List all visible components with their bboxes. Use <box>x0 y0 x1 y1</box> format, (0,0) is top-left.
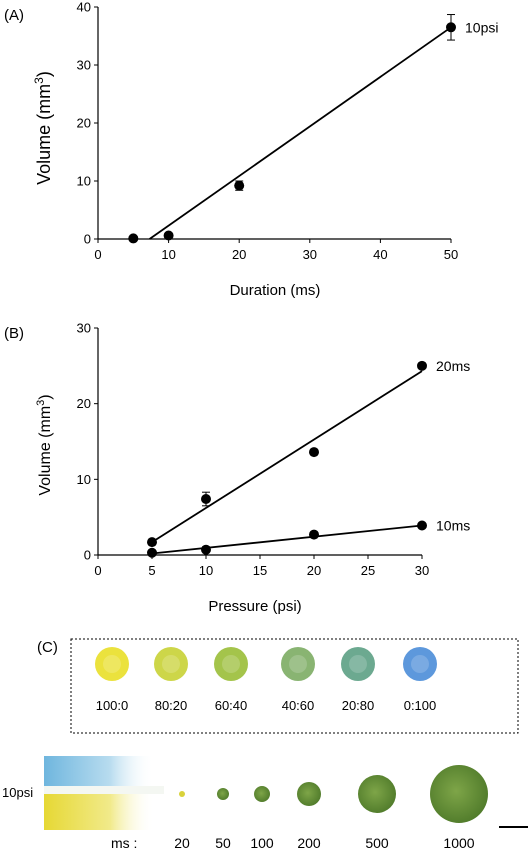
mix-droplet <box>214 647 248 681</box>
panel-a-x-label: Duration (ms) <box>230 282 321 299</box>
y-tick-label: 30 <box>77 58 91 73</box>
duration-label: 500 <box>365 835 389 851</box>
dispensed-droplet <box>297 782 321 806</box>
x-tick-label: 0 <box>94 563 101 578</box>
y-tick-label: 10 <box>77 472 91 487</box>
panel-a-label: (A) <box>4 7 24 24</box>
y-tick-label: 40 <box>77 0 91 15</box>
mix-row: 100:0 80:20 60:40 40:60 20:80 0:100 <box>95 647 437 713</box>
mix-droplet <box>341 647 375 681</box>
duration-labels: 20 50 100 200 500 1000 <box>174 835 475 851</box>
mix-frame <box>70 638 519 734</box>
series-10ms: 10ms <box>147 517 470 558</box>
mix-ratio-label: 100:0 <box>96 698 129 713</box>
x-tick-label: 10 <box>199 563 213 578</box>
dispensed-droplet <box>217 788 229 800</box>
data-point <box>163 230 174 241</box>
mix-droplet-highlight <box>162 655 180 673</box>
x-tick-label: 20 <box>232 247 246 262</box>
panel-b-label: (B) <box>4 325 24 342</box>
x-tick-label: 0 <box>94 247 101 262</box>
panel-a-y-label: Volume (mm3) <box>32 71 54 185</box>
y-tick-label: 0 <box>84 548 91 563</box>
data-point <box>417 360 427 371</box>
mix-ratio-label: 40:60 <box>282 698 315 713</box>
dispensed-droplet <box>254 786 270 802</box>
duration-label: 200 <box>297 835 321 851</box>
data-point <box>147 547 157 558</box>
mix-ratio-label: 0:100 <box>404 698 437 713</box>
x-tick-label: 10 <box>161 247 175 262</box>
x-tick-label: 20 <box>307 563 321 578</box>
panel-c: (C) 100:0 80:20 60:40 40:60 20:80 0:100 10psi… <box>2 638 528 851</box>
mix-droplet-highlight <box>411 655 429 673</box>
y-tick-label: 0 <box>84 232 91 247</box>
fit-line <box>151 370 423 543</box>
series-20ms: 20ms <box>147 358 470 548</box>
x-tick-label: 15 <box>253 563 267 578</box>
x-tick-label: 25 <box>361 563 375 578</box>
y-tick-label: 30 <box>77 321 91 336</box>
series-label: 10ms <box>436 517 470 533</box>
mix-droplet <box>95 647 129 681</box>
dispensed-droplet <box>179 791 185 797</box>
mix-droplet <box>281 647 315 681</box>
x-tick-label: 30 <box>303 247 317 262</box>
y-tick-label: 10 <box>77 174 91 189</box>
data-point <box>309 447 319 458</box>
mix-droplet <box>154 647 188 681</box>
dispensed-droplet <box>358 775 396 813</box>
data-point <box>201 544 211 555</box>
data-point <box>309 529 319 540</box>
mix-droplet-highlight <box>289 655 307 673</box>
duration-label: 50 <box>215 835 231 851</box>
drop-row <box>179 765 488 823</box>
mix-droplet <box>403 647 437 681</box>
x-tick-label: 50 <box>444 247 458 262</box>
fit-line <box>149 26 452 240</box>
mix-ratio-label: 20:80 <box>342 698 375 713</box>
mix-ratio-label: 60:40 <box>215 698 248 713</box>
ms-prefix: ms : <box>111 835 137 851</box>
mix-ratio-label: 80:20 <box>155 698 188 713</box>
x-tick-label: 30 <box>415 563 429 578</box>
series-10psi: 10psi <box>128 14 498 244</box>
duration-label: 1000 <box>443 835 474 851</box>
x-tick-label: 40 <box>373 247 387 262</box>
data-point <box>201 494 211 505</box>
stream-core <box>44 786 164 794</box>
dispensed-droplet <box>430 765 488 823</box>
x-tick-label: 5 <box>148 563 155 578</box>
duration-label: 100 <box>250 835 274 851</box>
data-point <box>147 537 157 548</box>
series-label: 10psi <box>465 19 498 35</box>
mix-droplet-highlight <box>103 655 121 673</box>
fit-line <box>151 524 423 555</box>
mix-droplet-highlight <box>349 655 367 673</box>
panel-b-x-label: Pressure (psi) <box>208 598 301 615</box>
panel-c-label: (C) <box>37 639 58 656</box>
data-point <box>234 180 245 191</box>
panel-b-y-label: Volume (mm3) <box>35 394 54 495</box>
duration-label: 20 <box>174 835 190 851</box>
panel-a-plot: 0 10 20 30 40 50 0 10 20 30 40 10psi <box>77 0 499 262</box>
y-tick-label: 20 <box>77 116 91 131</box>
data-point <box>446 22 456 33</box>
series-label: 20ms <box>436 358 470 374</box>
stream-yellow <box>44 794 154 830</box>
panel-a: (A) Volume (mm3) Duration (ms) 0 10 20 30 40… <box>4 0 498 299</box>
panel-b: (B) Volume (mm3) Pressure (psi) 0 5 10 15 20… <box>4 321 470 616</box>
panel-b-plot: 0 5 10 15 20 25 30 0 10 20 30 20ms 10ms <box>77 321 471 579</box>
mix-droplet-highlight <box>222 655 240 673</box>
data-point <box>417 520 427 531</box>
stream-blue <box>44 756 154 786</box>
y-tick-label: 20 <box>77 396 91 411</box>
pressure-label: 10psi <box>2 785 33 800</box>
data-point <box>128 233 139 244</box>
